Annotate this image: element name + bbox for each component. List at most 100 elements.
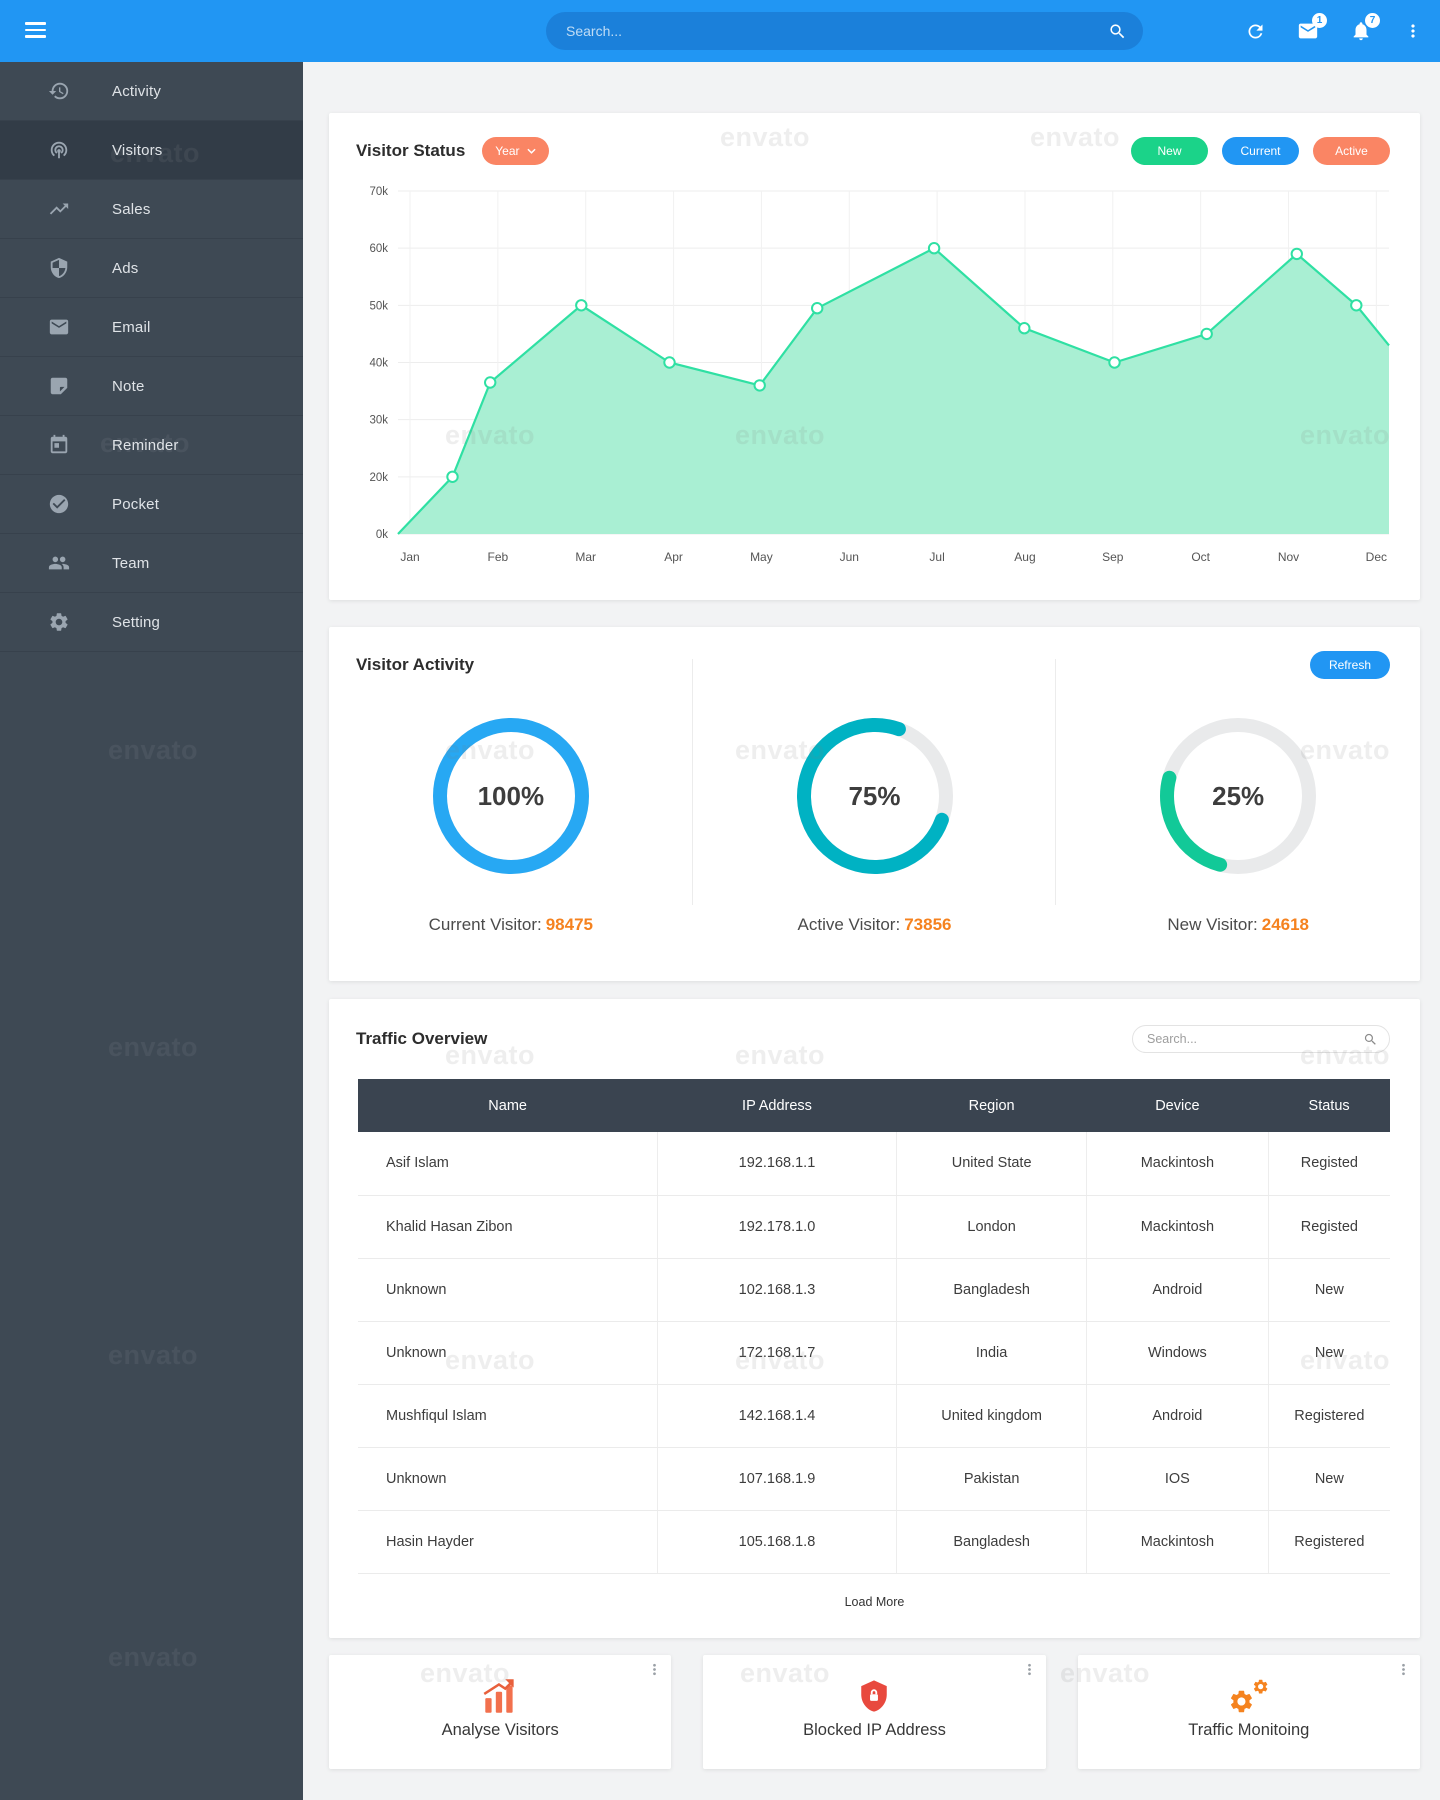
table-cell: United kingdom [896, 1384, 1088, 1448]
svg-text:50k: 50k [369, 300, 388, 312]
table-search [1132, 1025, 1390, 1053]
donut-caption: New Visitor: 24618 [1167, 915, 1310, 934]
shortcut-card-label: Traffic Monitoing [1188, 1721, 1310, 1739]
shortcut-card-blocked-ip-address[interactable]: Blocked IP Address [703, 1655, 1046, 1769]
donut-ring: 25% [1159, 717, 1317, 875]
donut-percent: 75% [848, 780, 901, 811]
shield-icon [48, 257, 70, 279]
card-menu-icon[interactable] [646, 1661, 663, 1678]
table-cell: 142.168.1.4 [657, 1384, 898, 1448]
table-cell: Hasin Hayder [358, 1510, 658, 1574]
svg-text:Jan: Jan [400, 550, 419, 564]
column-header-ip-address: IP Address [657, 1079, 897, 1132]
visitor-status-card: Visitor Status Year New Current Active Jan… [329, 113, 1420, 600]
column-header-status: Status [1268, 1079, 1390, 1132]
svg-text:Feb: Feb [488, 550, 509, 564]
card-menu-icon[interactable] [1395, 1661, 1412, 1678]
table-cell: 107.168.1.9 [657, 1447, 898, 1511]
table-cell: New [1268, 1321, 1390, 1385]
search-input[interactable] [546, 23, 1108, 39]
table-cell: Registered [1268, 1384, 1390, 1448]
notifications-badge: 7 [1365, 13, 1380, 28]
sidebar-item-reminder[interactable]: Reminder [0, 416, 303, 475]
legend-pill-new[interactable]: New [1131, 137, 1208, 165]
table-cell: Mackintosh [1086, 1195, 1269, 1259]
sidebar-item-pocket[interactable]: Pocket [0, 475, 303, 534]
notifications-icon[interactable]: 7 [1350, 13, 1380, 42]
sidebar-item-sales[interactable]: Sales [0, 180, 303, 239]
traffic-table: Name IP Address Region Device Status Asif Is… [358, 1079, 1390, 1574]
load-more-button[interactable]: Load More [844, 1594, 905, 1609]
menu-icon[interactable] [25, 22, 46, 38]
table-cell: Khalid Hasan Zibon [358, 1195, 658, 1259]
table-row: Mushfiqul Islam 142.168.1.4 United kingdom… [358, 1384, 1390, 1448]
header-search [546, 12, 1143, 50]
sidebar-item-team[interactable]: Team [0, 534, 303, 593]
table-cell: United State [896, 1132, 1088, 1196]
svg-text:70k: 70k [369, 186, 388, 198]
table-cell: Registed [1268, 1132, 1390, 1196]
shortcut-card-label: Blocked IP Address [803, 1721, 946, 1739]
sidebar-item-visitors[interactable]: Visitors [0, 121, 303, 180]
table-row: Khalid Hasan Zibon 192.178.1.0 London Macki… [358, 1195, 1390, 1259]
donut-new-visitor: 25% New Visitor: 24618 [1056, 717, 1420, 935]
donut-active-visitor: 75% Active Visitor: 73856 [693, 659, 1057, 935]
table-cell: Windows [1086, 1321, 1269, 1385]
table-cell: 192.178.1.0 [657, 1195, 898, 1259]
top-bar: 1 7 [0, 0, 1440, 62]
svg-text:Jul: Jul [929, 550, 944, 564]
sidebar-item-setting[interactable]: Setting [0, 593, 303, 652]
donut-caption: Current Visitor: 98475 [428, 915, 593, 934]
footer-cards: Analyse Visitors Blocked IP Address Traf… [329, 1655, 1420, 1769]
chart-legend: New Current Active [1131, 137, 1390, 165]
table-cell: Pakistan [896, 1447, 1088, 1511]
envelope-icon [48, 316, 70, 338]
column-header-name: Name [358, 1079, 658, 1132]
visitor-status-chart: Jan Feb Mar Apr May Jun Jul Aug Sep Oct Nov Dec 70k 6… [340, 171, 1400, 596]
refresh-button[interactable]: Refresh [1309, 651, 1390, 679]
table-search-input[interactable] [1133, 1032, 1363, 1046]
table-cell: Unknown [358, 1447, 658, 1511]
card-menu-icon[interactable] [1021, 1661, 1038, 1678]
table-row: Asif Islam 192.168.1.1 United State Mackint… [358, 1132, 1390, 1196]
refresh-icon[interactable] [1245, 21, 1266, 42]
shortcut-card-analyse-visitors[interactable]: Analyse Visitors [329, 1655, 672, 1769]
trending-up-icon [48, 198, 70, 220]
table-cell: Mushfiqul Islam [358, 1384, 658, 1448]
table-cell: Asif Islam [358, 1132, 658, 1196]
bar-chart-icon [479, 1675, 521, 1717]
more-options-icon[interactable] [1403, 21, 1423, 41]
shield-lock-icon [857, 1675, 891, 1717]
table-cell: Registered [1268, 1510, 1390, 1574]
svg-text:60k: 60k [369, 243, 388, 255]
legend-pill-active[interactable]: Active [1313, 137, 1390, 165]
table-cell: Unknown [358, 1258, 658, 1322]
search-icon[interactable] [1108, 22, 1127, 41]
year-dropdown[interactable]: Year [482, 137, 549, 165]
sidebar-item-ads[interactable]: Ads [0, 239, 303, 298]
year-dropdown-label: Year [495, 144, 520, 158]
sidebar-item-email[interactable]: Email [0, 298, 303, 357]
svg-text:Aug: Aug [1014, 550, 1035, 564]
svg-text:Dec: Dec [1366, 550, 1387, 564]
table-cell: India [896, 1321, 1088, 1385]
legend-pill-current[interactable]: Current [1222, 137, 1299, 165]
table-cell: IOS [1086, 1447, 1269, 1511]
visitor-status-title: Visitor Status [356, 141, 466, 160]
table-cell: Registed [1268, 1195, 1390, 1259]
shortcut-card-label: Analyse Visitors [441, 1721, 559, 1739]
table-cell: 105.168.1.8 [657, 1510, 898, 1574]
donut-ring: 100% [432, 717, 590, 875]
shortcut-card-traffic-monitoing[interactable]: Traffic Monitoing [1077, 1655, 1420, 1769]
table-cell: Android [1086, 1384, 1269, 1448]
mail-icon[interactable]: 1 [1297, 13, 1327, 42]
table-cell: Mackintosh [1086, 1510, 1269, 1574]
svg-text:Mar: Mar [575, 550, 596, 564]
donut-ring: 75% [796, 717, 954, 875]
svg-text:Apr: Apr [664, 550, 683, 564]
sidebar-item-note[interactable]: Note [0, 357, 303, 416]
table-cell: London [896, 1195, 1088, 1259]
sidebar-item-activity[interactable]: Activity [0, 62, 303, 121]
table-search-icon[interactable] [1363, 1032, 1378, 1047]
svg-text:30k: 30k [369, 415, 388, 427]
